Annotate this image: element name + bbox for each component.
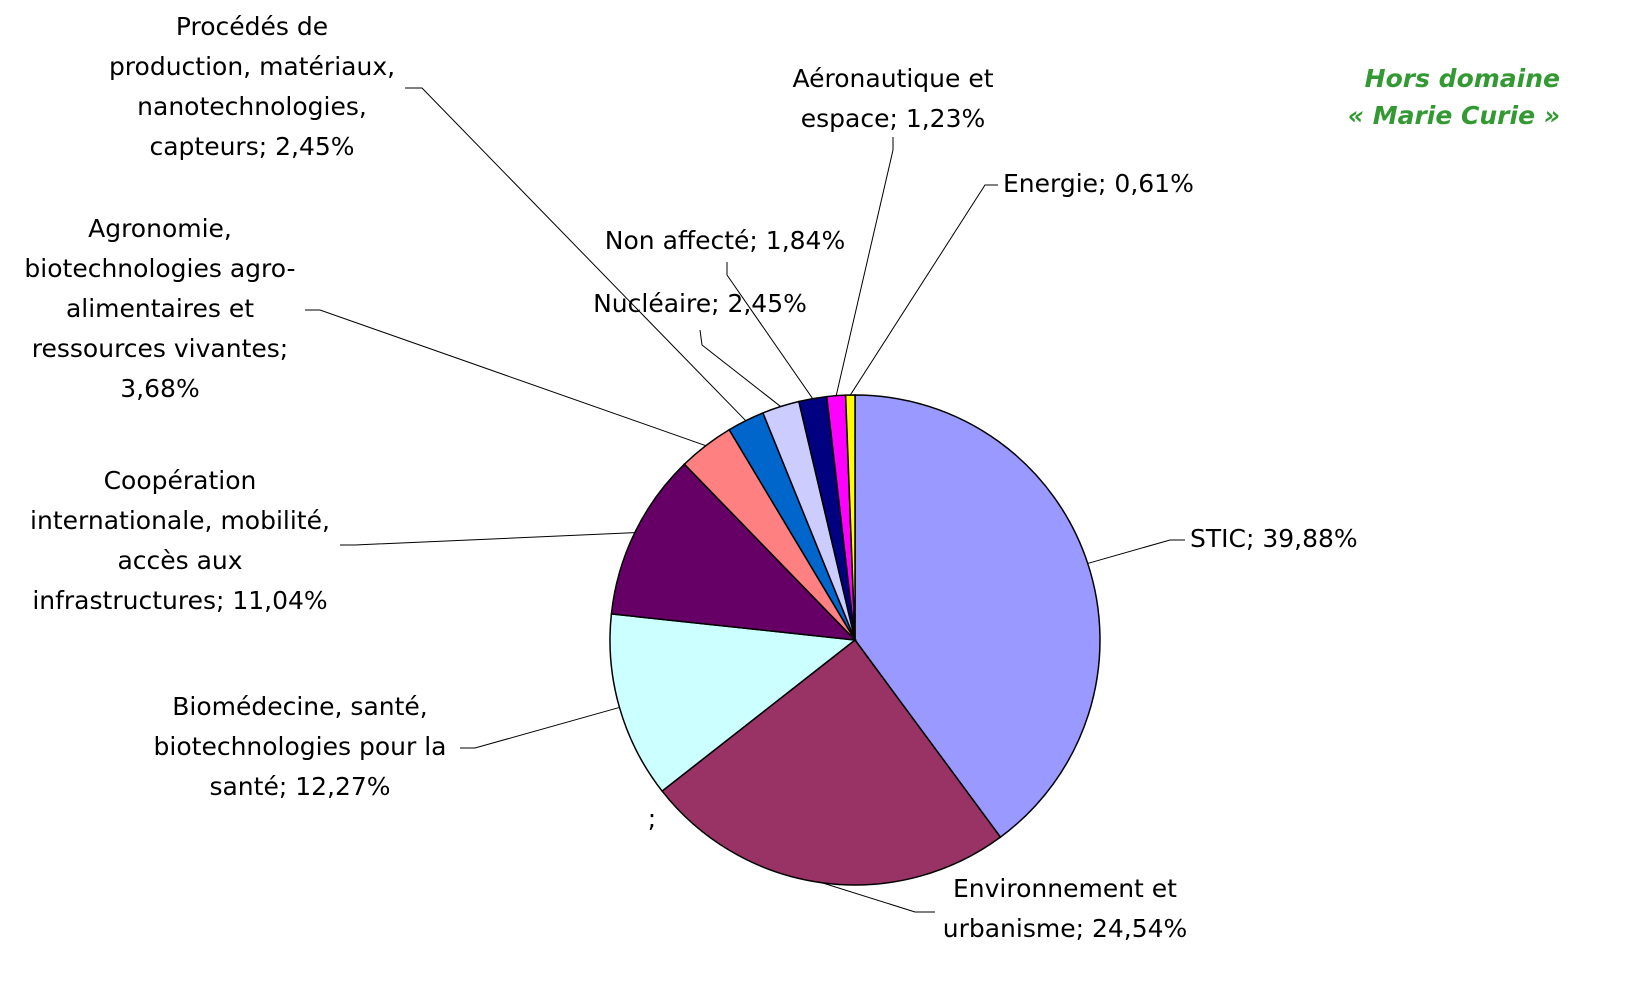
- leader-line: [849, 184, 998, 396]
- note: « Marie Curie »: [1348, 101, 1560, 130]
- leader-line: [699, 329, 781, 407]
- slice-label: Biomédecine, santé,: [172, 692, 428, 721]
- slice-label: Environnement et: [953, 874, 1177, 903]
- pie-slice: [661, 638, 1002, 886]
- slice-label: Aéronautique et: [792, 64, 993, 93]
- slice-label: nanotechnologies,: [137, 92, 367, 121]
- leader-line: [305, 309, 706, 447]
- pie-slice: [609, 613, 857, 793]
- slice-label: ressources vivantes;: [32, 334, 288, 363]
- slice-label: biotechnologies agro-: [24, 254, 295, 283]
- slice-label: Energie; 0,61%: [1003, 169, 1194, 198]
- leader-line: [835, 137, 894, 396]
- slice-label: production, matériaux,: [109, 52, 395, 81]
- slice-label: capteurs; 2,45%: [149, 132, 354, 161]
- leader-line: [405, 87, 747, 422]
- slice-label: biotechnologies pour la: [154, 732, 447, 761]
- slice-label: alimentaires et: [66, 294, 254, 323]
- slice-label: Nucléaire; 2,45%: [593, 289, 807, 318]
- leader-line: [460, 706, 620, 749]
- slice-label: Coopération: [104, 466, 257, 495]
- slice-label: espace; 1,23%: [801, 104, 986, 133]
- slice-label: 3,68%: [120, 374, 199, 403]
- leader-line: [340, 532, 635, 546]
- pie-slice: [844, 394, 856, 641]
- slice-label: accès aux: [117, 546, 242, 575]
- leader-line: [821, 882, 935, 913]
- leader-line: [726, 262, 814, 399]
- slice-label: Non affecté; 1,84%: [605, 226, 845, 255]
- slice-label: STIC; 39,88%: [1190, 524, 1358, 553]
- leader-line: [1087, 539, 1185, 564]
- slice-label: Agronomie,: [88, 214, 232, 243]
- slice-label: Procédés de: [176, 12, 328, 41]
- slice-label: urbanisme; 24,54%: [943, 914, 1188, 943]
- note: Hors domaine: [1365, 64, 1560, 93]
- slice-label: infrastructures; 11,04%: [32, 586, 327, 615]
- slice-label: internationale, mobilité,: [30, 506, 330, 535]
- slice-label: santé; 12,27%: [209, 772, 390, 801]
- annotation: ;: [648, 804, 656, 833]
